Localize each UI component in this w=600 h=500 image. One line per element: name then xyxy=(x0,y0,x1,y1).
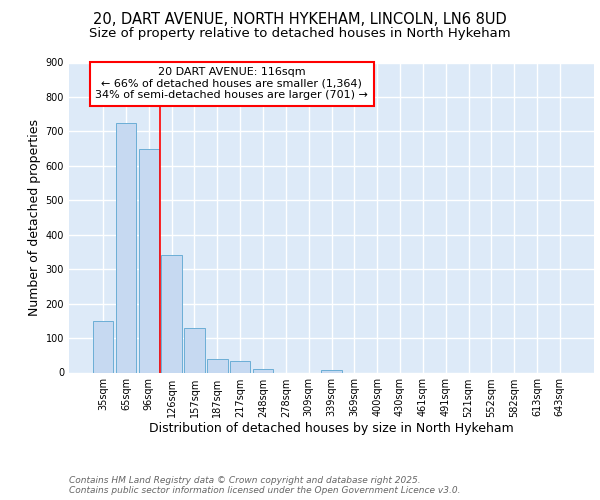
Bar xyxy=(184,328,205,372)
Bar xyxy=(253,369,273,372)
Bar xyxy=(139,148,159,372)
X-axis label: Distribution of detached houses by size in North Hykeham: Distribution of detached houses by size … xyxy=(149,422,514,436)
Bar xyxy=(321,370,342,372)
Y-axis label: Number of detached properties: Number of detached properties xyxy=(28,119,41,316)
Bar xyxy=(207,358,227,372)
Bar xyxy=(93,321,113,372)
Text: Size of property relative to detached houses in North Hykeham: Size of property relative to detached ho… xyxy=(89,28,511,40)
Text: 20 DART AVENUE: 116sqm
← 66% of detached houses are smaller (1,364)
34% of semi-: 20 DART AVENUE: 116sqm ← 66% of detached… xyxy=(95,67,368,100)
Bar xyxy=(161,256,182,372)
Bar xyxy=(116,123,136,372)
Bar xyxy=(230,362,250,372)
Text: Contains HM Land Registry data © Crown copyright and database right 2025.
Contai: Contains HM Land Registry data © Crown c… xyxy=(69,476,461,495)
Text: 20, DART AVENUE, NORTH HYKEHAM, LINCOLN, LN6 8UD: 20, DART AVENUE, NORTH HYKEHAM, LINCOLN,… xyxy=(93,12,507,28)
